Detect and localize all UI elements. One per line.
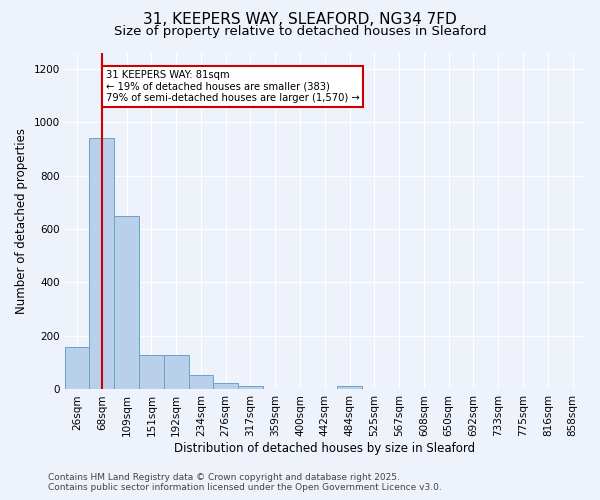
Bar: [89, 138, 114, 390]
Text: 31, KEEPERS WAY, SLEAFORD, NG34 7FD: 31, KEEPERS WAY, SLEAFORD, NG34 7FD: [143, 12, 457, 28]
X-axis label: Distribution of detached houses by size in Sleaford: Distribution of detached houses by size …: [174, 442, 475, 455]
Bar: [188, 374, 214, 390]
Bar: [164, 354, 188, 390]
Bar: [238, 386, 263, 390]
Bar: [65, 346, 89, 390]
Y-axis label: Number of detached properties: Number of detached properties: [15, 128, 28, 314]
Bar: [214, 383, 238, 390]
Text: 31 KEEPERS WAY: 81sqm
← 19% of detached houses are smaller (383)
79% of semi-det: 31 KEEPERS WAY: 81sqm ← 19% of detached …: [106, 70, 359, 103]
Bar: [337, 386, 362, 390]
Bar: [139, 354, 164, 390]
Text: Contains HM Land Registry data © Crown copyright and database right 2025.
Contai: Contains HM Land Registry data © Crown c…: [48, 473, 442, 492]
Text: Size of property relative to detached houses in Sleaford: Size of property relative to detached ho…: [113, 25, 487, 38]
Bar: [114, 216, 139, 390]
